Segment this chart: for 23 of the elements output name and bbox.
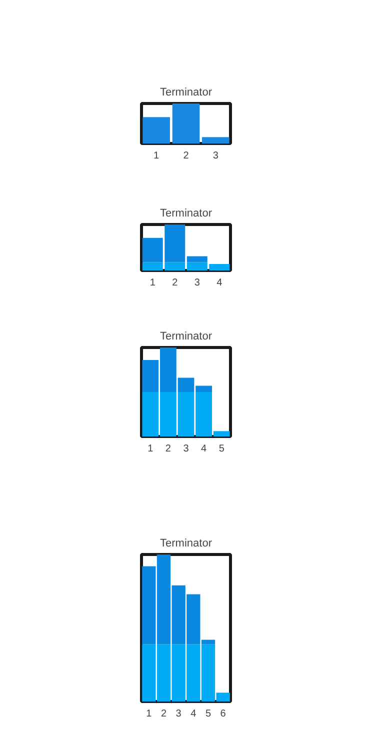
x-tick-label: 4 [216,278,223,288]
x-tick-label: 4 [190,708,197,720]
x-tick-label: 2 [165,444,172,454]
x-tick-label: 3 [194,278,200,288]
chart-title: Terminator [160,208,212,220]
x-tick-label: 1 [146,708,152,720]
x-tick-label: 2 [183,150,190,162]
x-tick-label: 2 [172,278,178,288]
x-tick-label: 1 [154,150,160,162]
x-tick-label: 1 [150,278,156,288]
x-tick-label: 6 [220,708,226,720]
x-tick-label: 5 [218,444,225,454]
x-tick-label: 1 [148,444,154,454]
x-tick-label: 3 [212,150,219,162]
chart-title: Terminator [160,330,212,342]
x-tick-label: 3 [176,708,182,720]
chart-title: Terminator [160,538,212,550]
bar [186,256,208,262]
chart-title: Terminator [160,86,212,98]
x-tick-label: 2 [160,708,167,720]
x-tick-label: 3 [183,444,190,454]
x-tick-label: 4 [201,444,208,454]
x-tick-label: 5 [205,708,212,720]
